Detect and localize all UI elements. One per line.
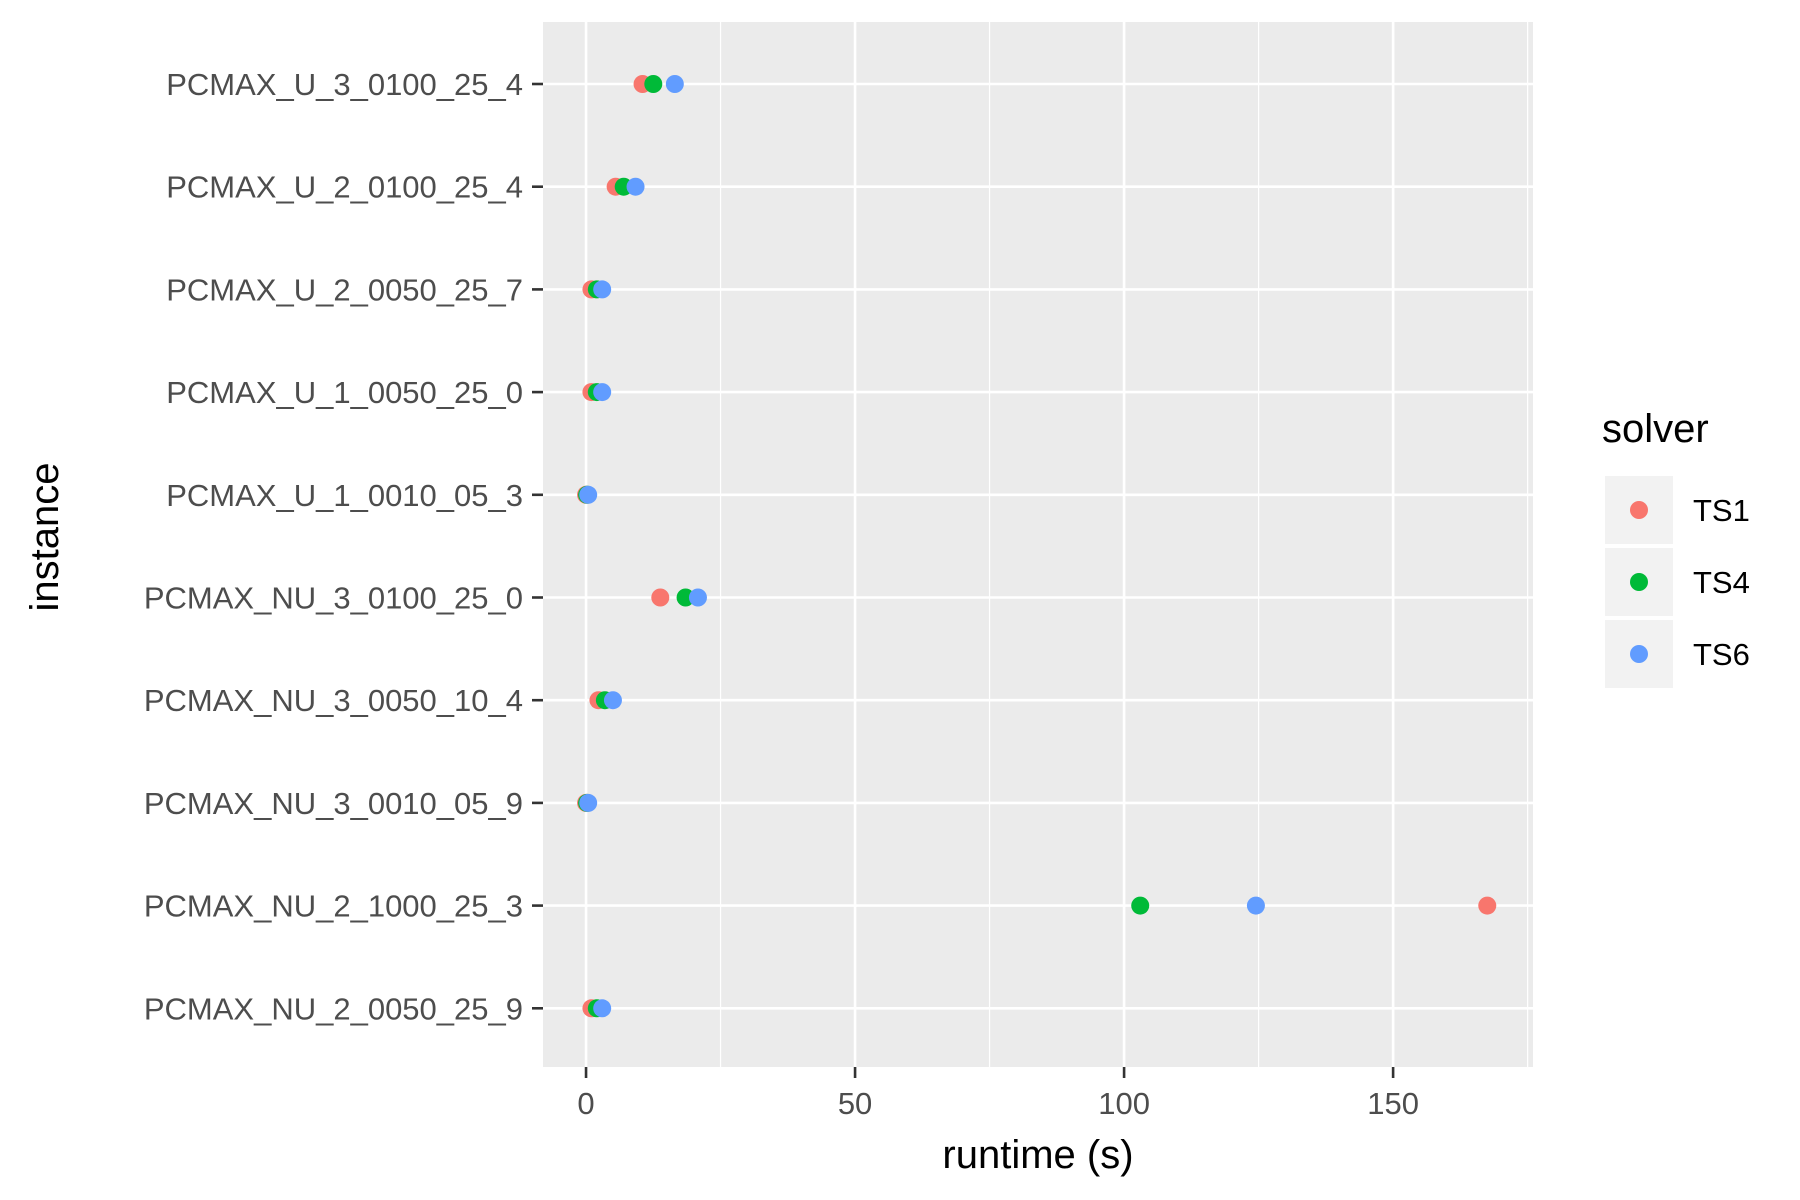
legend-label: TS4	[1693, 565, 1750, 600]
y-tick-label: PCMAX_NU_2_0050_25_9	[144, 991, 523, 1026]
legend-swatch-ts1	[1630, 501, 1648, 519]
minor-gridlines	[719, 22, 1529, 1067]
data-point-ts4	[644, 75, 663, 93]
y-tick-label: PCMAX_U_3_0100_25_4	[166, 67, 523, 102]
data-point-ts6	[603, 691, 622, 710]
x-tick-label: 50	[838, 1086, 872, 1121]
legend-swatch-ts4	[1630, 573, 1648, 591]
legend-swatch-ts6	[1630, 645, 1648, 663]
data-point-ts6	[579, 485, 598, 504]
y-tick-label: PCMAX_U_2_0050_25_7	[166, 272, 523, 307]
x-axis-title: runtime (s)	[942, 1133, 1133, 1177]
data-point-ts1	[651, 588, 670, 607]
x-tick-label: 0	[577, 1086, 594, 1121]
data-point-ts4	[676, 588, 695, 607]
y-axis-title: instance	[23, 463, 67, 612]
data-point-ts6	[688, 588, 707, 607]
major-gridlines	[543, 22, 1533, 1067]
x-tick-label: 150	[1367, 1086, 1419, 1121]
x-axis: 0 50 100 150	[577, 1067, 1419, 1121]
data-point-ts1	[1478, 896, 1497, 915]
legend-label: TS6	[1693, 637, 1750, 672]
data-point-ts6	[665, 75, 684, 93]
legend-title: solver	[1602, 407, 1709, 451]
data-point-ts6	[579, 793, 598, 812]
y-axis: PCMAX_U_3_0100_25_4 PCMAX_U_2_0100_25_4 PC…	[144, 67, 543, 1026]
data-point-ts6	[593, 383, 612, 402]
legend: solver TS1 TS4 TS6	[1602, 407, 1750, 688]
data-point-ts6	[1246, 896, 1265, 915]
data-point-ts6	[626, 177, 645, 196]
data-point-ts6	[593, 999, 612, 1018]
y-tick-label: PCMAX_NU_2_1000_25_3	[144, 889, 523, 924]
y-tick-label: PCMAX_NU_3_0010_05_9	[144, 786, 523, 821]
data-point-ts4	[1131, 896, 1150, 915]
y-tick-label: PCMAX_NU_3_0050_10_4	[144, 683, 523, 718]
y-tick-label: PCMAX_NU_3_0100_25_0	[144, 581, 523, 616]
data-point-ts6	[593, 280, 612, 299]
data-points	[577, 75, 1497, 1018]
y-tick-label: PCMAX_U_2_0100_25_4	[166, 170, 523, 205]
legend-label: TS1	[1693, 493, 1750, 528]
y-tick-label: PCMAX_U_1_0050_25_0	[166, 375, 523, 410]
x-tick-label: 100	[1098, 1086, 1150, 1121]
y-tick-label: PCMAX_U_1_0010_05_3	[166, 478, 523, 513]
plot-panel	[543, 22, 1533, 1067]
